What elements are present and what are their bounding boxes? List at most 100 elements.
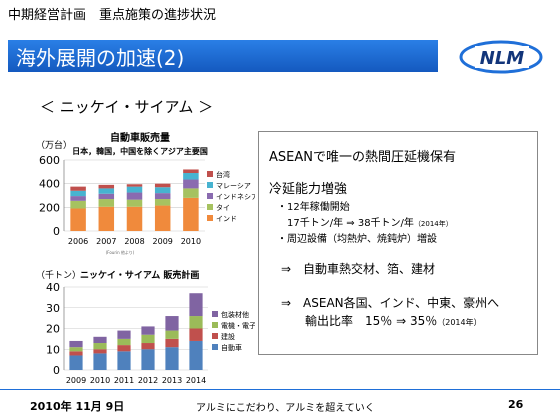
footer-slogan: アルミにこだわり、アルミを超えていく	[196, 403, 375, 414]
chart1-title: 自動車販売量	[110, 131, 170, 144]
bar-segment	[189, 328, 203, 341]
bar-segment	[93, 336, 107, 344]
bar-segment	[69, 355, 83, 370]
chart2-title: ニッケイ・サイアム 販売計画	[80, 269, 199, 281]
bar-segment	[126, 186, 143, 193]
bar-segment	[189, 293, 203, 317]
bar-segment	[117, 338, 131, 346]
chart1-unit: （万台）	[36, 139, 72, 151]
legend-swatch	[212, 344, 218, 350]
footer-divider	[0, 389, 560, 390]
info-line-equipment: ・周辺設備（均熱炉、焼鈍炉）増設	[277, 234, 437, 245]
bar-segment	[98, 188, 115, 194]
bar-segment	[70, 208, 86, 231]
y-tick-label: 600	[39, 154, 60, 167]
legend-swatch	[207, 193, 213, 199]
legend-label: 自動車	[221, 343, 242, 352]
y-tick-label: 0	[53, 225, 60, 238]
legend-label: 台湾	[216, 170, 230, 179]
bar-segment	[126, 184, 143, 187]
bar-segment	[183, 197, 199, 231]
legend-label: マレーシア	[216, 182, 251, 190]
y-tick-label: 40	[46, 281, 60, 294]
bar-segment	[183, 169, 199, 174]
x-tick-label: 2008	[124, 237, 144, 246]
logo-text: NLM	[480, 48, 525, 69]
bar-segment	[126, 206, 143, 231]
slide-subtitle: 中期経営計画 重点施策の進捗状況	[8, 8, 217, 23]
bar-segment	[154, 183, 171, 188]
capacity-value: 17千トン/年 ⇒ 38千トン/年	[287, 218, 414, 229]
vehicle-sales-chart: （万台） 自動車販売量 日本，韓国，中国を除くアジア主要国 0 200 400 600…	[36, 131, 255, 255]
x-tick-label: 2010	[90, 376, 110, 385]
bar-segment	[165, 347, 179, 370]
bar-segment	[70, 200, 86, 209]
bar-segment	[93, 349, 107, 354]
bar-segment	[70, 190, 86, 197]
section-heading: ＜ ニッケイ・サイアム ＞	[40, 98, 214, 116]
legend-label: 建設	[221, 332, 235, 341]
slide-title: 海外展開の加速(2)	[16, 46, 185, 70]
info-line-start: ・12年稼働開始	[277, 202, 350, 213]
legend-label: 包装材他	[221, 310, 249, 319]
legend-label: インドネシア	[216, 193, 255, 201]
bar-segment	[98, 206, 115, 231]
bar-segment	[98, 193, 115, 200]
legend-swatch	[207, 215, 213, 221]
info-line-ratio: 輸出比率 15％ ⇒ 35％（2014年）	[305, 312, 482, 329]
bar-segment	[154, 193, 171, 200]
ratio-year: （2014年）	[437, 318, 482, 327]
y-tick-label: 20	[46, 323, 60, 336]
bar-segment	[93, 343, 107, 350]
bar-segment	[93, 353, 107, 370]
bar-segment	[189, 340, 203, 370]
bar-segment	[183, 173, 199, 180]
x-tick-label: 2007	[96, 237, 116, 246]
info-line-products: ⇒ 自動車熱交材、箔、建材	[281, 262, 436, 276]
bar-segment	[141, 326, 155, 335]
y-tick-label: 200	[39, 201, 60, 214]
legend-swatch	[207, 182, 213, 188]
x-tick-label: 2009	[153, 237, 173, 246]
ratio-value: 輸出比率 15％ ⇒ 35％	[305, 314, 438, 328]
y-tick-label: 400	[39, 178, 60, 191]
y-tick-label: 30	[46, 302, 60, 315]
bar-segment	[183, 179, 199, 189]
bar-segment	[165, 330, 179, 339]
legend-swatch	[207, 204, 213, 210]
bar-segment	[165, 316, 179, 331]
bar-segment	[141, 343, 155, 350]
bar-segment	[117, 351, 131, 370]
bar-segment	[154, 205, 171, 231]
bar-segment	[117, 330, 131, 339]
company-logo: NLM	[459, 40, 543, 74]
page-number: 26	[508, 398, 524, 411]
info-line-capacity: 17千トン/年 ⇒ 38千トン/年（2014年）	[287, 214, 453, 229]
capacity-year: （2014年）	[413, 220, 453, 228]
y-tick-label: 0	[53, 364, 60, 377]
x-tick-label: 2010	[181, 237, 201, 246]
bar-segment	[141, 349, 155, 370]
bar-segment	[189, 316, 203, 329]
legend-label: インド	[216, 215, 237, 223]
info-line-hotmill: ASEANで唯一の熱間圧延機保有	[269, 150, 456, 165]
chart1-subtitle: 日本，韓国，中国を除くアジア主要国	[72, 146, 208, 156]
bar-segment	[126, 199, 143, 207]
legend-label: タイ	[216, 203, 230, 212]
bar-segment	[117, 345, 131, 352]
x-tick-label: 2013	[162, 376, 182, 385]
bar-segment	[183, 188, 199, 198]
bar-segment	[69, 340, 83, 348]
footer-date: 2010年 11月 9日	[30, 400, 125, 413]
sales-plan-chart: （千トン） ニッケイ・サイアム 販売計画 0 10 20 30 40 2009 2010 20…	[36, 269, 255, 385]
info-line-coldrolling: 冷延能力増強	[269, 182, 348, 197]
bar-segment	[70, 186, 86, 191]
legend-swatch	[212, 333, 218, 339]
y-tick-label: 10	[46, 343, 60, 356]
info-line-export: ⇒ ASEAN各国、インド、中東、豪州へ	[281, 296, 500, 310]
bar-segment	[126, 192, 143, 200]
bar-segment	[70, 196, 86, 201]
legend-swatch	[212, 311, 218, 317]
chart2-unit: （千トン）	[36, 270, 81, 281]
bar-segment	[98, 184, 115, 189]
